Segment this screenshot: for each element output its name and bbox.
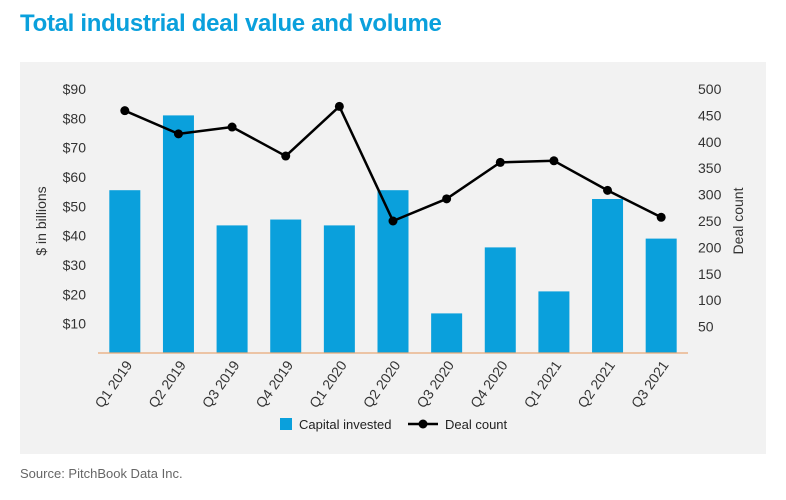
deal-count-point-9 (603, 185, 613, 195)
deal-count-point-6 (442, 194, 452, 204)
bar-7 (484, 247, 516, 353)
y-tick-label-1: $20 (63, 286, 87, 302)
y2-tick-label-9: 500 (698, 81, 722, 97)
x-tick-label-0: Q1 2019 (91, 357, 135, 410)
x-tick-label-1: Q2 2019 (145, 357, 189, 410)
y2-tick-label-2: 150 (698, 266, 722, 282)
bar-4 (323, 225, 355, 353)
bar-0 (109, 190, 141, 353)
bar-5 (377, 190, 409, 353)
legend-swatch-deal-marker (418, 419, 428, 429)
chart-title: Total industrial deal value and volume (20, 10, 442, 37)
y2-tick-label-4: 250 (698, 213, 722, 229)
y-tick-label-8: $90 (63, 81, 87, 97)
x-tick-label-2: Q3 2019 (199, 357, 243, 410)
deal-count-point-4 (334, 101, 344, 111)
y-tick-label-5: $60 (63, 169, 87, 185)
y2-tick-label-6: 350 (698, 160, 722, 176)
deal-count-point-10 (656, 212, 666, 222)
deal-count-point-0 (120, 106, 130, 116)
bar-2 (216, 225, 248, 353)
x-tick-label-8: Q1 2021 (520, 357, 564, 410)
x-tick-label-5: Q2 2020 (360, 357, 404, 410)
bar-6 (431, 313, 463, 353)
y2-tick-label-1: 100 (698, 292, 722, 308)
source-note: Source: PitchBook Data Inc. (20, 466, 183, 481)
deal-count-point-7 (495, 157, 505, 167)
legend-label-capital: Capital invested (299, 417, 392, 432)
y-tick-label-6: $70 (63, 140, 87, 156)
bar-1 (162, 115, 194, 354)
y-tick-label-7: $80 (63, 110, 87, 126)
y-axis-title: $ in billions (33, 186, 49, 255)
y2-tick-label-3: 200 (698, 239, 722, 255)
chart: $10 $20 $30 $40 $50 $60 $70 $80 $90 50 100 150 200 25… (33, 81, 746, 432)
y-tick-label-4: $50 (63, 198, 87, 214)
bar-10 (645, 238, 677, 353)
x-tick-label-3: Q4 2019 (252, 357, 296, 410)
x-tick-label-4: Q1 2020 (306, 357, 350, 410)
x-tick-label-10: Q3 2021 (628, 357, 672, 410)
deal-count-point-5 (388, 216, 398, 226)
legend-label-deal: Deal count (445, 417, 508, 432)
bar-9 (592, 199, 624, 353)
bar-8 (538, 291, 570, 353)
y2-tick-label-5: 300 (698, 187, 722, 203)
x-tick-label-9: Q2 2021 (574, 357, 618, 410)
y-tick-label-3: $40 (63, 228, 87, 244)
deal-count-point-2 (227, 122, 237, 132)
y2-tick-label-7: 400 (698, 134, 722, 150)
y2-axis-title: Deal count (730, 187, 746, 254)
chart-panel: $10 $20 $30 $40 $50 $60 $70 $80 $90 50 100 150 200 25… (20, 62, 766, 454)
legend-swatch-capital (280, 418, 292, 430)
deal-count-point-8 (549, 156, 559, 166)
deal-count-point-3 (281, 151, 291, 161)
y2-tick-label-0: 50 (698, 319, 714, 335)
x-tick-label-7: Q4 2020 (467, 357, 511, 410)
deal-count-point-1 (173, 129, 183, 139)
bar-3 (270, 219, 302, 353)
y-tick-label-0: $10 (63, 316, 87, 332)
y-tick-label-2: $30 (63, 257, 87, 273)
y2-tick-label-8: 450 (698, 107, 722, 123)
x-tick-label-6: Q3 2020 (413, 357, 457, 410)
